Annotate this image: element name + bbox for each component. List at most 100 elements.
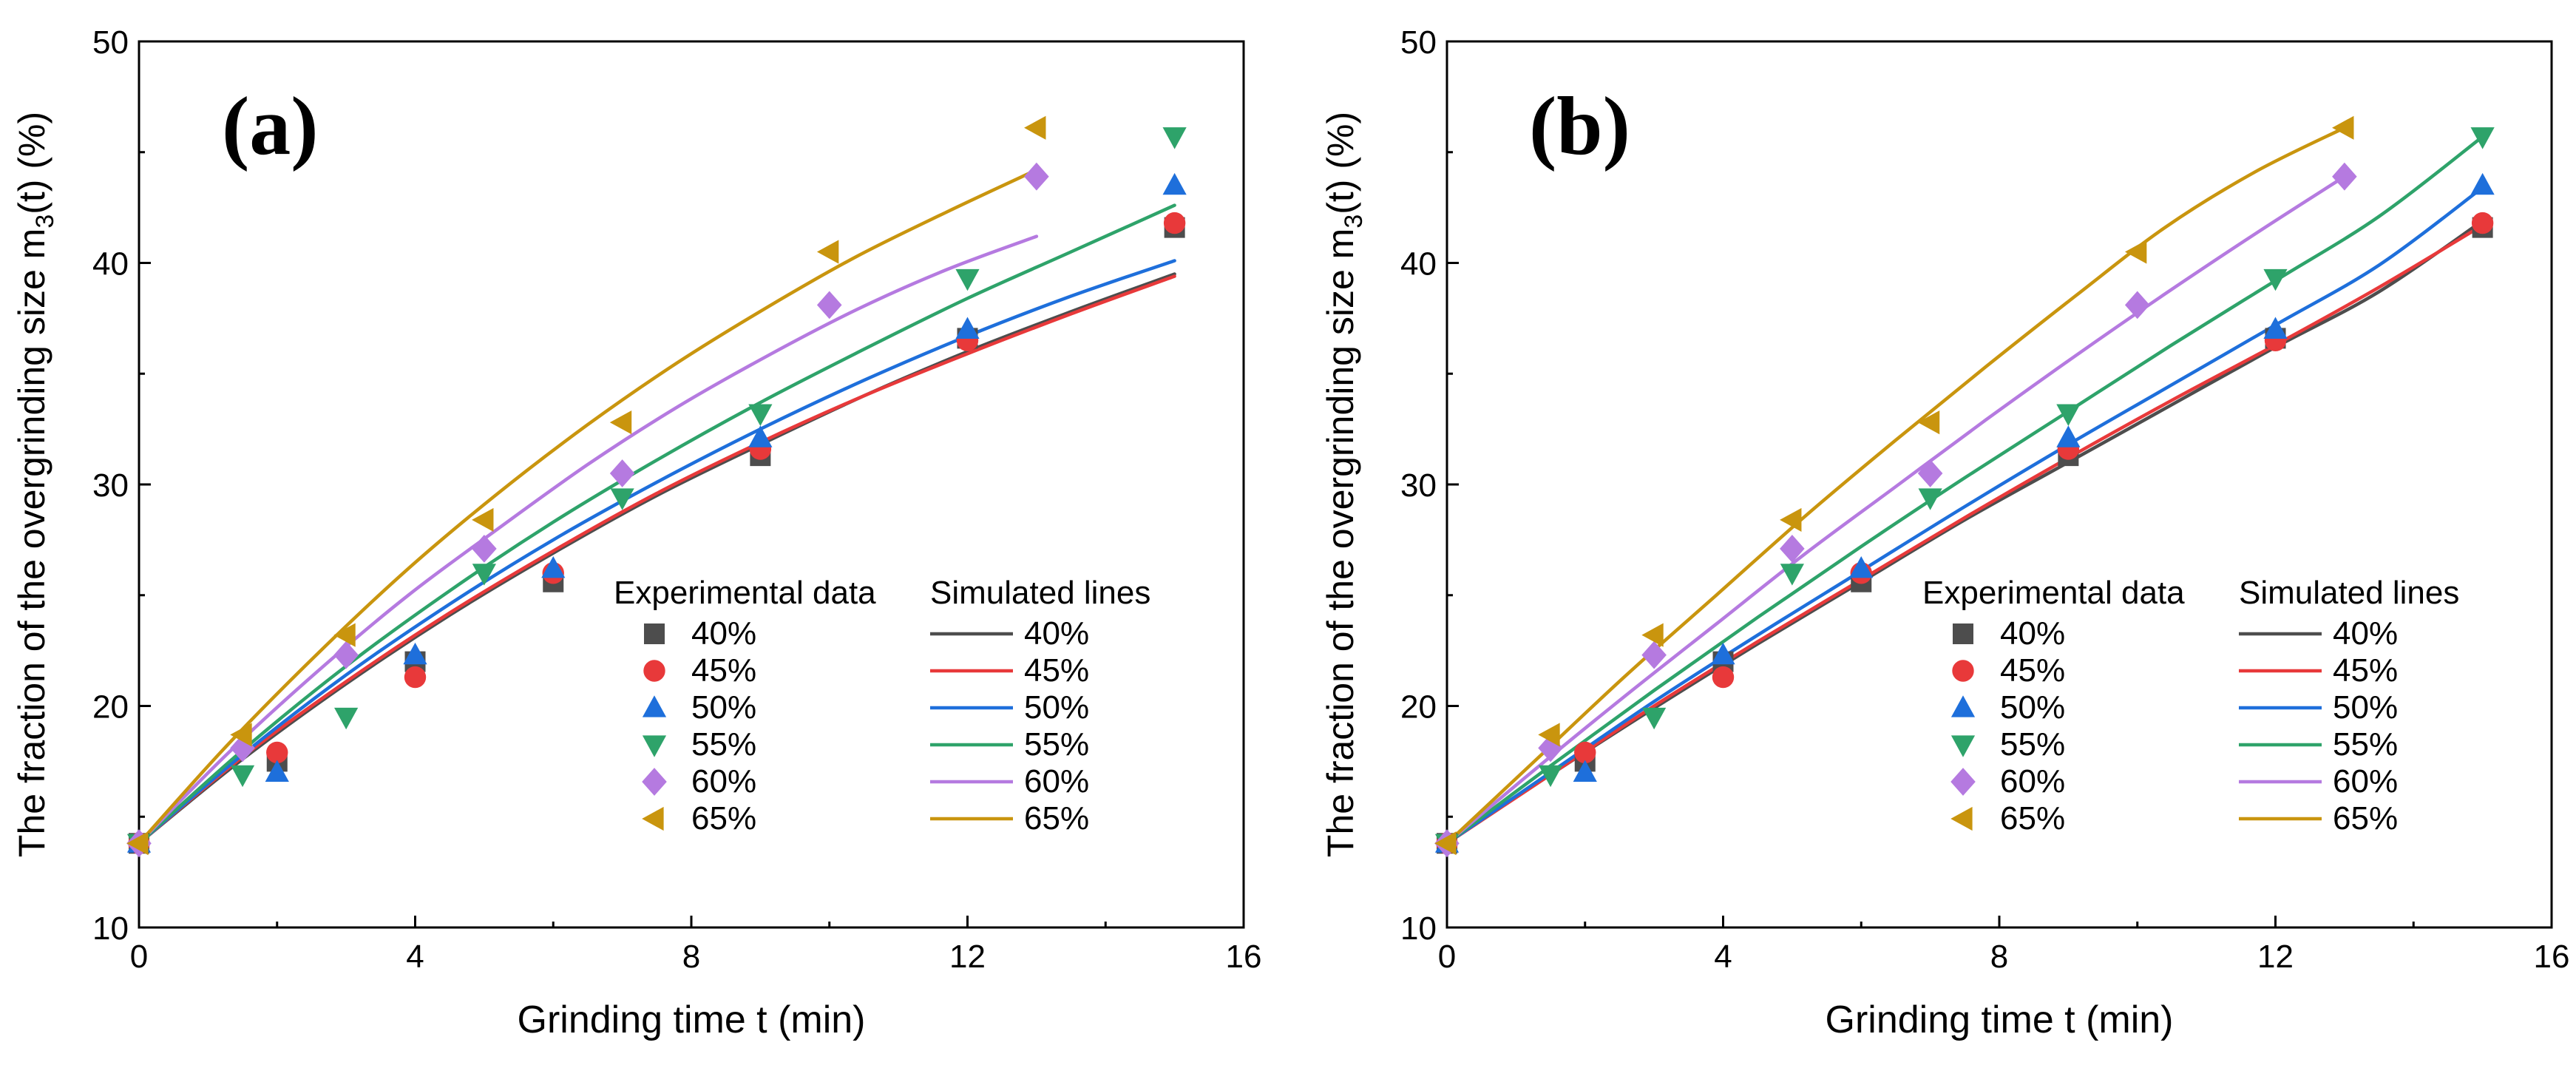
simulated-line-60pct <box>137 234 1039 845</box>
legend-label-simulated: 50% <box>1024 689 1089 726</box>
data-point-60pct <box>1780 534 1805 563</box>
legend-marker <box>1950 695 1976 717</box>
y-axis-label: The fraction of the overgrinding size m3… <box>1320 112 1368 857</box>
data-point-65pct <box>2332 115 2354 140</box>
legend-label-simulated: 45% <box>2333 652 2398 689</box>
legend-label-experimental: 50% <box>2000 689 2065 726</box>
legend-label-simulated: 60% <box>1024 763 1089 800</box>
data-point-60pct <box>1024 162 1049 191</box>
legend-label-simulated: 55% <box>1024 726 1089 763</box>
y-axis-label-tail: (t) (%) <box>11 112 52 214</box>
panel-label: (a) <box>222 81 319 172</box>
data-point-55pct <box>748 404 773 426</box>
legend-label-simulated: 60% <box>2333 763 2398 800</box>
legend-label-experimental: 45% <box>691 652 756 689</box>
data-point-55pct <box>1162 127 1187 149</box>
legend-header-simulated: Simulated lines <box>2239 575 2459 611</box>
x-tick-label: 12 <box>2257 939 2294 975</box>
legend-label-experimental: 50% <box>691 689 756 726</box>
data-point-60pct <box>333 641 359 669</box>
legend-label-experimental: 40% <box>2000 615 2065 652</box>
simulated-line-55pct <box>1445 135 2484 845</box>
y-axis-label: The fraction of the overgrinding size m3… <box>11 112 59 857</box>
data-point-55pct <box>2470 127 2495 149</box>
legend-label-simulated: 40% <box>1024 615 1089 652</box>
panel-a: 0 4 8 12 16 10 20 30 40 50 Grinding time t (min) Th… <box>11 24 1261 1041</box>
data-point-55pct <box>1918 488 1942 510</box>
data-point-55pct <box>1642 707 1667 730</box>
y-tick-label: 30 <box>92 467 129 504</box>
legend-header-experimental: Experimental data <box>614 575 876 611</box>
y-axis-label-main: The fraction of the overgrinding size m <box>1320 229 1361 857</box>
simulated-line-60pct <box>1445 175 2347 845</box>
data-point-65pct <box>1780 507 1802 533</box>
data-point-55pct <box>955 268 980 291</box>
data-point-45pct <box>404 666 427 689</box>
data-point-65pct <box>816 240 839 264</box>
legend-label-experimental: 55% <box>2000 726 2065 763</box>
y-tick-label: 40 <box>1400 246 1437 283</box>
x-tick-label: 0 <box>130 939 148 975</box>
panel-label: (b) <box>1529 81 1630 172</box>
legend-marker <box>1952 660 1974 682</box>
data-point-50pct <box>1849 556 1874 578</box>
legend-marker <box>1950 806 1973 831</box>
x-tick-label: 16 <box>1226 939 1262 975</box>
data-point-60pct <box>1917 459 1943 487</box>
legend-marker <box>642 768 667 796</box>
data-point-50pct <box>1711 642 1735 665</box>
y-tick-label: 10 <box>1400 910 1437 947</box>
legend-label-simulated: 55% <box>2333 726 2398 763</box>
data-point-55pct <box>1538 765 1563 788</box>
y-tick-label: 30 <box>1400 467 1437 504</box>
data-point-45pct <box>2471 212 2494 234</box>
x-tick-label: 4 <box>406 939 424 975</box>
simulated-line-50pct <box>137 259 1176 845</box>
data-point-65pct <box>609 410 632 435</box>
legend-header-experimental: Experimental data <box>1922 575 2185 611</box>
data-point-55pct <box>2263 268 2288 291</box>
legend-label-experimental: 40% <box>691 615 756 652</box>
data-point-55pct <box>1780 564 1804 586</box>
data-point-50pct <box>541 556 566 578</box>
legend-marker <box>1953 623 1973 644</box>
data-point-60pct <box>816 291 842 320</box>
data-point-55pct <box>334 707 359 730</box>
simulated-line-65pct <box>1445 126 2347 845</box>
x-tick-label: 16 <box>2534 939 2570 975</box>
data-point-50pct <box>2263 317 2288 339</box>
x-tick-label: 8 <box>682 939 700 975</box>
y-tick-label: 20 <box>1400 689 1437 726</box>
data-point-55pct <box>472 564 496 586</box>
legend-label-experimental: 65% <box>691 800 756 837</box>
data-point-50pct <box>2470 172 2495 195</box>
data-point-50pct <box>1162 172 1187 195</box>
legend-marker <box>643 660 665 682</box>
data-point-65pct <box>1641 623 1664 647</box>
simulated-line-65pct <box>137 168 1039 845</box>
panel-b: 0 4 8 12 16 10 20 30 40 50 Grinding time t (min) Th… <box>1320 24 2569 1041</box>
y-tick-label: 40 <box>92 246 129 283</box>
legend-label-experimental: 65% <box>2000 800 2065 837</box>
y-axis-label-main: The fraction of the overgrinding size m <box>11 229 52 857</box>
y-axis-label-subscript: 3 <box>31 214 59 229</box>
data-point-65pct <box>2124 240 2147 264</box>
legend-label-simulated: 45% <box>1024 652 1089 689</box>
y-axis-label-subscript: 3 <box>1340 214 1368 229</box>
y-tick-label: 20 <box>92 689 129 726</box>
data-point-65pct <box>1434 831 1457 856</box>
legend-marker <box>1950 735 1976 757</box>
data-point-50pct <box>403 642 427 665</box>
data-point-65pct <box>126 831 149 856</box>
data-point-50pct <box>748 425 773 447</box>
data-point-60pct <box>1641 641 1667 669</box>
simulated-line-55pct <box>137 203 1176 845</box>
data-point-65pct <box>472 507 494 533</box>
data-point-55pct <box>230 765 255 788</box>
legend-marker <box>642 695 667 717</box>
legend-marker <box>642 735 667 757</box>
data-point-60pct <box>472 534 497 563</box>
y-tick-label: 50 <box>1400 24 1437 61</box>
